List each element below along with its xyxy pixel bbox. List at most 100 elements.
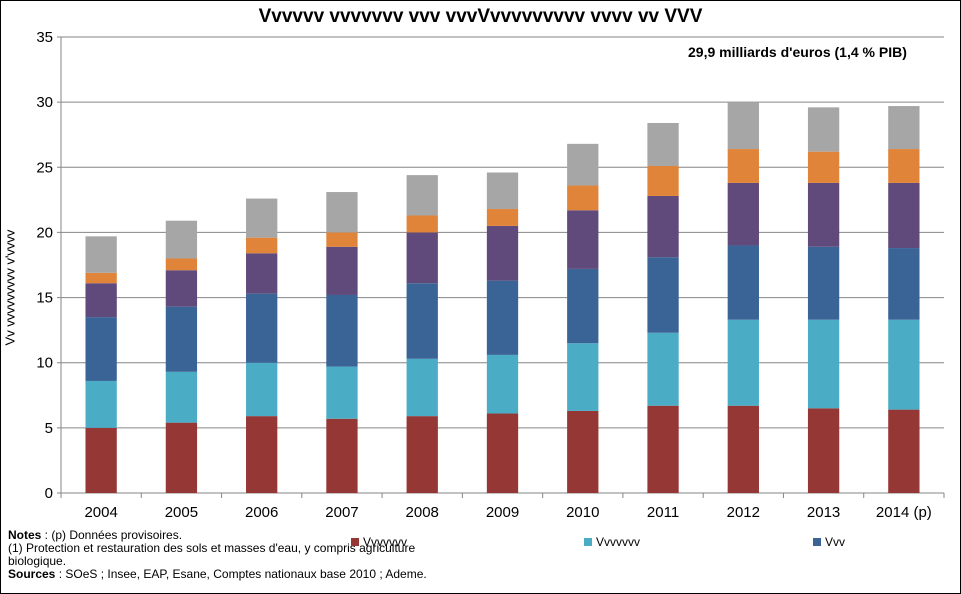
bar-segment-2009-s3 <box>486 280 519 355</box>
bar-segment-2014p-s6 <box>888 106 920 150</box>
bar-segment-2005-s5 <box>165 258 198 271</box>
bar-segment-2010-s2 <box>567 343 599 411</box>
x-tick-label: 2012 <box>727 504 760 521</box>
bar-segment-2009-s5 <box>486 208 519 226</box>
x-tick-label: 2005 <box>165 504 198 521</box>
bar-segment-2006-s1 <box>246 416 278 493</box>
bar-segment-2006-s5 <box>246 237 278 254</box>
legend-item-2: Vvvvvvv <box>584 535 640 549</box>
bar-segment-2007-s6 <box>326 192 358 233</box>
legend-label-2: Vvvvvvv <box>596 535 641 549</box>
bar-segment-2012-s5 <box>727 149 759 183</box>
bar-segment-2014p-s4 <box>888 182 920 249</box>
bar-segment-2012-s6 <box>727 102 759 150</box>
x-tick-label: 2004 <box>84 504 117 521</box>
bar-segment-2008-s4 <box>406 232 438 284</box>
sources-text: : SOeS ; Insee, EAP, Esane, Comptes nati… <box>55 567 427 581</box>
bar-segment-2010-s4 <box>567 210 599 269</box>
bar-segment-2006-s2 <box>246 362 278 417</box>
bar-segment-2004-s4 <box>85 283 117 318</box>
chart-title: Vvvvvv vvvvvvv vvv vvvVvvvvvvvvv vvvv vv… <box>258 6 703 27</box>
bar-segment-2008-s1 <box>406 416 438 493</box>
bar-segment-2009-s2 <box>486 354 519 414</box>
bar-segment-2012-s1 <box>727 405 759 493</box>
bar-segment-2014p-s2 <box>888 319 920 410</box>
bar-segment-2009-s1 <box>486 413 519 493</box>
bar-segment-2011-s1 <box>647 405 679 493</box>
bar-segment-2014p-s3 <box>888 248 920 320</box>
bar-segment-2006-s3 <box>246 293 278 363</box>
footnotes: Notes : (p) Données provisoires. (1) Pro… <box>8 529 448 581</box>
legend-label-1: Vvvvvvv <box>363 535 408 549</box>
bar-segment-2004-s1 <box>85 427 117 493</box>
bar-segment-2004-s6 <box>85 236 117 273</box>
bar-segment-2007-s4 <box>326 246 358 295</box>
bar-segment-2011-s3 <box>647 257 679 333</box>
bar-segment-2008-s3 <box>406 283 438 359</box>
bar-segment-2007-s2 <box>326 366 358 419</box>
bar-segment-2010-s3 <box>567 268 599 344</box>
bar-segment-2004-s3 <box>85 317 117 381</box>
bar-segment-2010-s1 <box>567 410 599 493</box>
bar-segment-2007-s1 <box>326 418 358 493</box>
bar-segment-2014p-s1 <box>888 409 920 493</box>
bar-segment-2013-s3 <box>807 246 840 320</box>
bar-segment-2004-s2 <box>85 380 117 428</box>
y-tick-label: 20 <box>36 224 53 241</box>
x-tick-label: 2014 (p) <box>876 504 932 521</box>
bar-segment-2008-s2 <box>406 358 438 417</box>
x-tick-label: 2009 <box>486 504 519 521</box>
x-tick-label: 2010 <box>566 504 599 521</box>
bar-segment-2005-s3 <box>165 306 198 372</box>
x-tick-label: 2006 <box>245 504 278 521</box>
bar-segment-2012-s3 <box>727 245 759 320</box>
bar-segment-2007-s3 <box>326 294 358 367</box>
bar-segment-2006-s6 <box>246 198 278 238</box>
sources-line: Sources : SOeS ; Insee, EAP, Esane, Comp… <box>8 568 448 581</box>
bar-segment-2013-s4 <box>807 182 840 247</box>
chart-annotation: 29,9 milliards d'euros (1,4 % PIB) <box>688 44 907 60</box>
legend-item-3: Vvv <box>813 535 845 549</box>
legend-swatch-1 <box>351 538 359 546</box>
y-tick-label: 35 <box>36 29 53 46</box>
legend-swatch-2 <box>584 538 592 546</box>
bar-segment-2013-s6 <box>807 107 840 152</box>
bar-segment-2011-s2 <box>647 332 679 406</box>
bar-segment-2010-s6 <box>567 143 599 186</box>
y-tick-label: 5 <box>45 420 53 437</box>
bar-segment-2006-s4 <box>246 253 278 294</box>
legend-item-1: Vvvvvvv <box>351 535 407 549</box>
bar-segment-2007-s5 <box>326 232 358 247</box>
y-tick-label: 10 <box>36 355 53 372</box>
bar-segment-2009-s6 <box>486 172 519 209</box>
bar-segment-2012-s4 <box>727 182 759 246</box>
bar-segment-2013-s1 <box>807 408 840 493</box>
bar-segment-2010-s5 <box>567 185 599 211</box>
bar-segment-2005-s6 <box>165 220 198 259</box>
y-tick-label: 15 <box>36 290 53 307</box>
notes-line: Notes : (p) Données provisoires. <box>8 529 448 542</box>
bar-segment-2012-s2 <box>727 319 759 406</box>
bar-segment-2013-s5 <box>807 151 840 183</box>
y-tick-label: 0 <box>45 485 53 502</box>
x-tick-label: 2013 <box>807 504 840 521</box>
bar-segment-2014p-s5 <box>888 149 920 183</box>
bar-segment-2008-s6 <box>406 175 438 216</box>
bar-segment-2011-s5 <box>647 165 679 196</box>
legend-label-3: Vvv <box>825 535 846 549</box>
sources-label: Sources <box>8 567 56 581</box>
bar-segment-2011-s4 <box>647 195 679 258</box>
x-tick-label: 2008 <box>406 504 439 521</box>
bar-segment-2005-s4 <box>165 270 198 307</box>
bar-segment-2008-s5 <box>406 215 438 233</box>
notes-label: Notes <box>8 528 42 542</box>
notes-text: : (p) Données provisoires. <box>41 528 183 542</box>
bar-segment-2005-s1 <box>165 422 198 493</box>
y-tick-label: 25 <box>36 159 53 176</box>
bar-segment-2013-s2 <box>807 319 840 409</box>
x-tick-label: 2011 <box>647 504 679 521</box>
bar-segment-2004-s5 <box>85 272 117 284</box>
bar-segment-2009-s4 <box>486 225 519 281</box>
